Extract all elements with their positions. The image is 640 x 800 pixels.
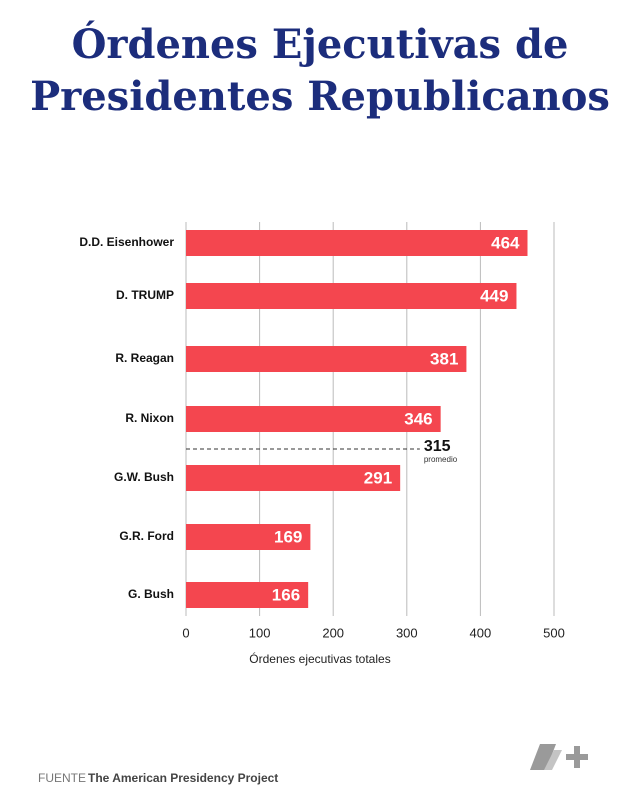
logo-plus	[574, 746, 580, 768]
average-label: promedio	[424, 455, 458, 464]
y-tick-label: G.W. Bush	[114, 470, 174, 484]
bar	[186, 406, 441, 432]
value-label: 166	[272, 585, 300, 604]
bar	[186, 465, 401, 491]
plot: 0 100 200 300 400 500 464 D.D. Eisenhower 449 D. …	[79, 222, 565, 640]
x-tick-label: 0	[182, 625, 189, 640]
y-tick-label: R. Reagan	[115, 351, 174, 365]
source-prefix: FUENTE	[38, 771, 86, 785]
x-axis-label: Órdenes ejecutivas totales	[249, 651, 390, 666]
x-tick-label: 300	[396, 625, 418, 640]
value-label: 346	[404, 409, 432, 428]
x-tick-label: 400	[470, 625, 492, 640]
x-tick-label: 100	[249, 625, 271, 640]
y-tick-label: R. Nixon	[125, 411, 174, 425]
chart-title: Presidentes Republicanos	[30, 73, 610, 120]
logo-shape	[530, 744, 556, 770]
x-tick-label: 200	[322, 625, 344, 640]
y-tick-label: D. TRUMP	[116, 288, 174, 302]
source-name: The American Presidency Project	[88, 771, 278, 785]
value-label: 291	[364, 468, 392, 487]
value-label: 381	[430, 349, 458, 368]
value-label: 449	[480, 286, 508, 305]
y-tick-label: G. Bush	[128, 587, 174, 601]
chart-title: Órdenes Ejecutivas de	[72, 21, 569, 68]
average-value: 315	[424, 438, 451, 455]
bar	[186, 346, 467, 372]
bar	[186, 582, 309, 608]
y-tick-label: G.R. Ford	[119, 529, 174, 543]
bar	[186, 283, 517, 309]
bar	[186, 524, 311, 550]
y-tick-label: D.D. Eisenhower	[79, 235, 174, 249]
logo	[530, 744, 588, 770]
bar	[186, 230, 528, 256]
logo-shape	[544, 750, 562, 770]
value-label: 464	[491, 233, 520, 252]
value-label: 169	[274, 527, 302, 546]
x-tick-label: 500	[543, 625, 565, 640]
